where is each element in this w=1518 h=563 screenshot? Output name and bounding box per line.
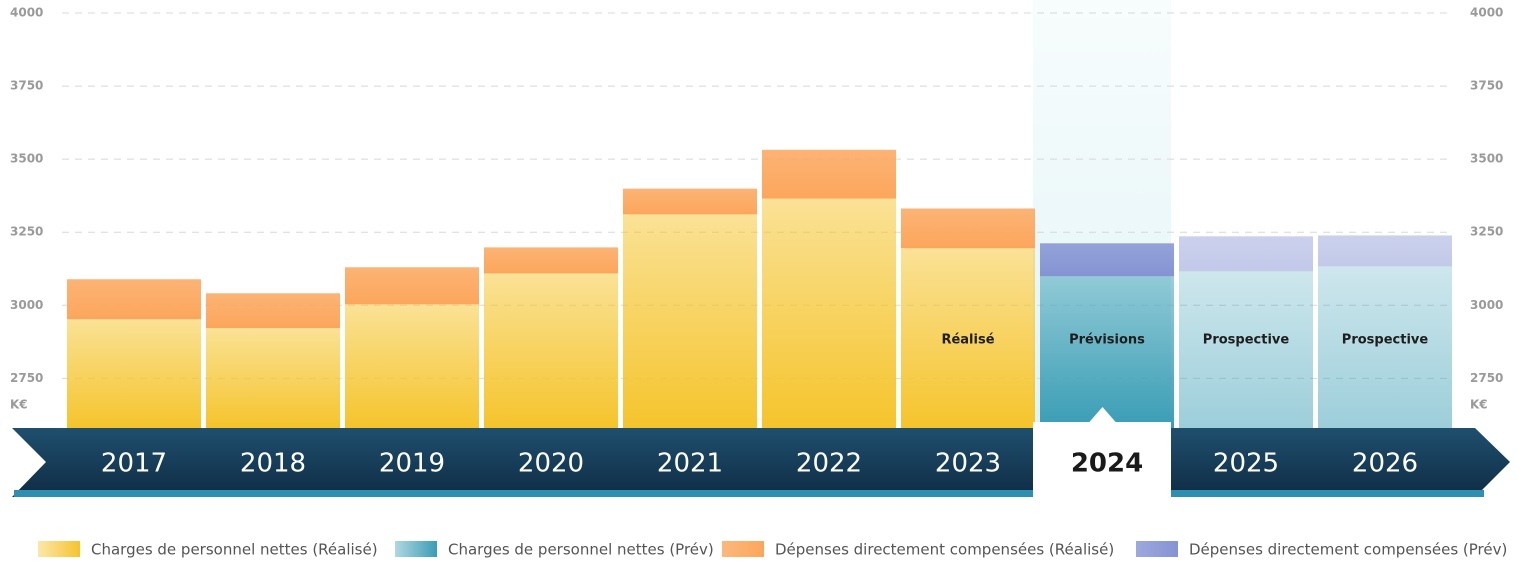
bar-segment xyxy=(484,273,618,428)
bar-segment xyxy=(484,247,618,274)
legend-swatch xyxy=(38,541,80,557)
bar-segment xyxy=(1179,271,1313,428)
legend-label: Dépenses directement compensées (Prév) xyxy=(1189,541,1507,559)
highlight-pointer xyxy=(1088,407,1117,423)
y2-tick-label: 2750 xyxy=(1470,371,1503,385)
y2-tick-label: 3000 xyxy=(1470,298,1503,312)
x-tick-label: 2019 xyxy=(379,449,445,479)
y-tick-label: 2750 xyxy=(10,371,43,385)
x-tick-label: 2022 xyxy=(796,449,862,479)
y-tick-label: 3000 xyxy=(10,298,43,312)
bar-segment xyxy=(623,214,757,428)
bar-segment xyxy=(345,267,479,305)
x-tick-label: 2017 xyxy=(101,449,167,479)
bar-segment xyxy=(762,149,896,199)
bar-label: Prévisions xyxy=(1069,333,1145,348)
bar-segment xyxy=(623,188,757,215)
y-tick-label: 3750 xyxy=(10,79,43,93)
y-tick-label: 4000 xyxy=(10,6,43,20)
bar-segment xyxy=(901,248,1035,428)
timeline xyxy=(12,428,1510,497)
x-tick-label: 2025 xyxy=(1213,449,1279,479)
bar-segment xyxy=(67,319,201,428)
x-tick-label: 2021 xyxy=(657,449,723,479)
bar-segment xyxy=(1179,236,1313,272)
legend-label: Charges de personnel nettes (Prév) xyxy=(448,541,714,559)
bar-segment xyxy=(206,293,340,329)
bar-segment xyxy=(1318,266,1452,428)
y2-tick-label: 3750 xyxy=(1470,79,1503,93)
bar-segment xyxy=(345,304,479,428)
x-tick-label: 2024 xyxy=(1071,449,1143,479)
bar-segment xyxy=(1040,276,1174,428)
x-tick-label: 2018 xyxy=(240,449,306,479)
y-unit: K€ xyxy=(10,398,28,412)
legend-swatch xyxy=(722,541,764,557)
bar-segment xyxy=(1318,235,1452,267)
y2-tick-label: 4000 xyxy=(1470,6,1503,20)
legend-swatch xyxy=(395,541,437,557)
bar-label: Prospective xyxy=(1203,333,1290,348)
bar-segment xyxy=(67,279,201,320)
x-tick-label: 2020 xyxy=(518,449,584,479)
x-tick-label: 2023 xyxy=(935,449,1001,479)
bar-label: Prospective xyxy=(1342,333,1429,348)
timeline-strip xyxy=(14,490,1484,497)
y2-tick-label: 3250 xyxy=(1470,225,1503,239)
bar-label: Réalisé xyxy=(941,333,994,348)
bar-segment xyxy=(762,198,896,428)
y2-tick-label: 3500 xyxy=(1470,152,1503,166)
y-tick-label: 3500 xyxy=(10,152,43,166)
x-tick-label: 2026 xyxy=(1352,449,1418,479)
legend-label: Dépenses directement compensées (Réalisé… xyxy=(775,541,1114,559)
y-tick-label: 3250 xyxy=(10,225,43,239)
y2-unit: K€ xyxy=(1470,398,1488,412)
legend-label: Charges de personnel nettes (Réalisé) xyxy=(91,541,378,559)
bar-segment xyxy=(901,208,1035,249)
highlight-box xyxy=(1033,422,1171,502)
bar-segment xyxy=(1040,243,1174,277)
legend-swatch xyxy=(1136,541,1178,557)
bar-segment xyxy=(206,328,340,428)
